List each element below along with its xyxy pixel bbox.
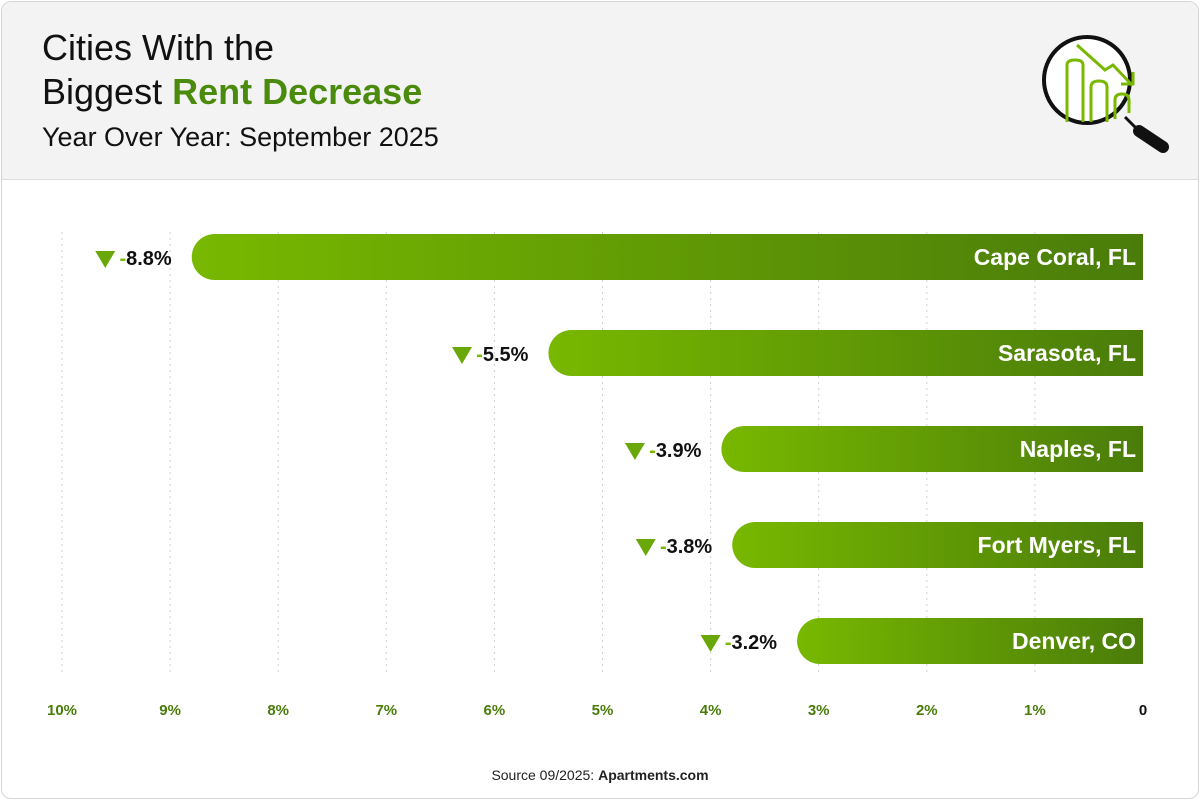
bar bbox=[721, 426, 1143, 472]
bar-category-label: Naples, FL bbox=[1020, 436, 1136, 462]
x-tick-label: 2% bbox=[916, 702, 938, 719]
bar-category-label: Cape Coral, FL bbox=[974, 244, 1136, 270]
down-triangle-icon bbox=[624, 443, 645, 460]
title-accent: Rent Decrease bbox=[172, 71, 423, 112]
x-tick-label: 4% bbox=[700, 702, 722, 719]
down-triangle-icon bbox=[700, 635, 721, 652]
bar bbox=[797, 618, 1143, 664]
x-tick-label: 7% bbox=[375, 702, 397, 719]
bar-value-label: -3.8% bbox=[660, 536, 712, 558]
title-line-1: Cities With the bbox=[42, 27, 275, 68]
x-tick-label: 10% bbox=[47, 702, 77, 719]
down-triangle-icon bbox=[635, 539, 656, 556]
x-tick-label: 0 bbox=[1139, 702, 1147, 719]
bar-category-label: Sarasota, FL bbox=[998, 340, 1136, 366]
title-line-2: Biggest Rent Decrease bbox=[42, 72, 422, 112]
bar bbox=[732, 522, 1143, 568]
source-note: Source 09/2025: Apartments.com bbox=[2, 767, 1198, 783]
x-tick-label: 8% bbox=[267, 702, 289, 719]
bar bbox=[548, 330, 1143, 376]
x-tick-label: 3% bbox=[808, 702, 830, 719]
bar-value-label: -3.2% bbox=[725, 632, 777, 654]
bar-value-label: -3.9% bbox=[649, 440, 701, 462]
bar-value-label: -8.8% bbox=[119, 248, 171, 270]
down-triangle-icon bbox=[451, 347, 472, 364]
x-tick-label: 6% bbox=[484, 702, 506, 719]
bar-category-label: Fort Myers, FL bbox=[978, 532, 1136, 558]
bar bbox=[191, 234, 1143, 280]
magnifier-declining-chart-icon bbox=[1042, 35, 1169, 153]
source-name: Apartments.com bbox=[598, 767, 709, 783]
subtitle: Year Over Year: September 2025 bbox=[42, 122, 439, 152]
header: Cities With the Biggest Rent Decrease Ye… bbox=[2, 2, 1198, 180]
x-tick-label: 1% bbox=[1024, 702, 1046, 719]
x-tick-label: 9% bbox=[159, 702, 181, 719]
source-prefix: Source 09/2025: bbox=[491, 767, 599, 783]
bar-value-label: -5.5% bbox=[476, 344, 528, 366]
bar-category-label: Denver, CO bbox=[1012, 628, 1136, 654]
x-tick-label: 5% bbox=[592, 702, 614, 719]
down-triangle-icon bbox=[95, 251, 116, 268]
title-plain: Biggest bbox=[42, 71, 173, 112]
